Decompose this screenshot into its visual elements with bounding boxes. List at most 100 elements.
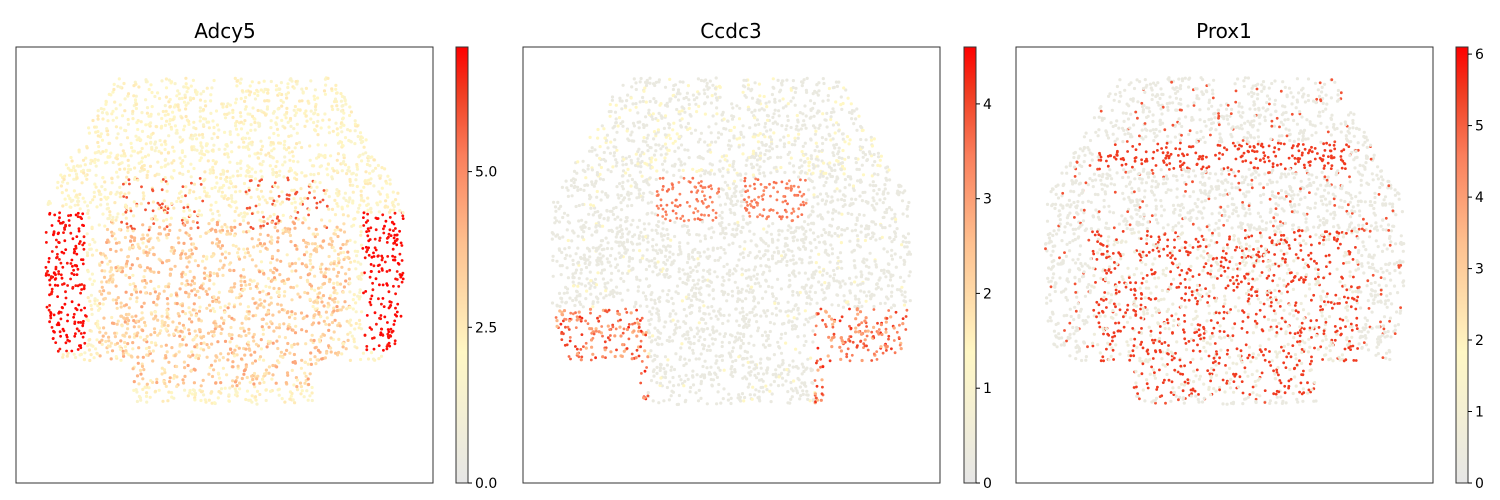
scatter-point (338, 324, 342, 328)
scatter-point (326, 173, 330, 177)
scatter-point (786, 118, 790, 123)
scatter-point (346, 250, 350, 254)
scatter-point (840, 228, 844, 232)
scatter-point (307, 213, 310, 217)
scatter-point (146, 169, 150, 174)
scatter-point (565, 186, 569, 190)
scatter-point (330, 239, 334, 243)
scatter-point (567, 328, 571, 331)
scatter-point (269, 119, 273, 123)
scatter-point (361, 351, 365, 355)
colorbar-tick-label: 0.0 (475, 476, 497, 492)
scatter-point (613, 334, 617, 338)
scatter-point (554, 209, 558, 213)
scatter-point (904, 315, 908, 318)
scatter-point (671, 141, 675, 145)
scatter-point (576, 260, 581, 264)
scatter-point (83, 306, 86, 310)
scatter-point (61, 204, 65, 208)
scatter-point (201, 108, 206, 112)
scatter-point (746, 253, 751, 258)
scatter-point (334, 83, 338, 87)
scatter-point (752, 274, 756, 278)
scatter-point (821, 141, 825, 146)
scatter-point (816, 368, 820, 372)
scatter-point (650, 156, 654, 160)
scatter-point (112, 87, 116, 92)
scatter-point (701, 300, 705, 304)
scatter-point (134, 94, 138, 98)
scatter-point (122, 182, 125, 186)
scatter-point (78, 283, 82, 287)
scatter-point (75, 252, 79, 256)
scatter-point (179, 256, 183, 260)
scatter-point (847, 110, 852, 115)
scatter-point (860, 163, 864, 167)
scatter-point (590, 180, 594, 184)
scatter-point (88, 247, 92, 251)
scatter-point (705, 348, 710, 352)
scatter-point (101, 176, 105, 180)
scatter-point (358, 288, 362, 292)
scatter-point (125, 136, 130, 140)
scatter-point (696, 140, 701, 144)
scatter-point (226, 358, 230, 362)
scatter-point (691, 294, 695, 298)
scatter-point (144, 394, 149, 398)
scatter-point (272, 212, 276, 217)
scatter-point (335, 91, 339, 95)
scatter-point (843, 140, 847, 144)
scatter-point (285, 197, 289, 201)
scatter-point (335, 104, 339, 108)
scatter-point (824, 199, 829, 203)
scatter-point (165, 225, 169, 229)
scatter-point (204, 194, 208, 198)
scatter-point (223, 177, 227, 182)
scatter-point (105, 227, 110, 232)
scatter-point (677, 168, 681, 172)
scatter-point (610, 229, 615, 234)
scatter-point (347, 169, 352, 173)
scatter-point (749, 370, 753, 374)
scatter-point (265, 345, 269, 349)
scatter-point (827, 233, 831, 237)
scatter-point (343, 191, 347, 195)
scatter-point (828, 161, 832, 165)
scatter-point (157, 388, 161, 392)
scatter-point (289, 124, 293, 128)
scatter-point (319, 335, 323, 339)
scatter-point (89, 353, 93, 357)
scatter-point (95, 150, 99, 154)
scatter-point (193, 398, 197, 402)
scatter-point (347, 165, 351, 169)
scatter-point (571, 258, 575, 262)
scatter-point (233, 387, 237, 391)
scatter-point (171, 118, 175, 122)
scatter-point (835, 187, 839, 191)
scatter-point (184, 76, 188, 80)
scatter-point (364, 151, 368, 155)
scatter-point (374, 228, 378, 232)
scatter-point (768, 389, 772, 393)
scatter-point (332, 309, 336, 313)
scatter-point (115, 301, 119, 305)
scatter-point (333, 297, 337, 301)
scatter-point (270, 377, 274, 381)
scatter-point (200, 132, 205, 137)
scatter-point (663, 372, 667, 376)
scatter-point (300, 389, 304, 393)
scatter-point (164, 157, 168, 161)
scatter-point (860, 358, 864, 363)
scatter-point (573, 184, 577, 188)
scatter-point (135, 204, 139, 208)
scatter-point (299, 275, 303, 280)
scatter-point (274, 381, 278, 385)
scatter-point (778, 215, 782, 219)
scatter-point (691, 278, 695, 283)
scatter-point (270, 254, 275, 259)
scatter-point (694, 295, 698, 299)
scatter-point (393, 319, 397, 323)
scatter-point (205, 292, 209, 296)
scatter-point (726, 319, 730, 323)
scatter-point (351, 199, 355, 203)
